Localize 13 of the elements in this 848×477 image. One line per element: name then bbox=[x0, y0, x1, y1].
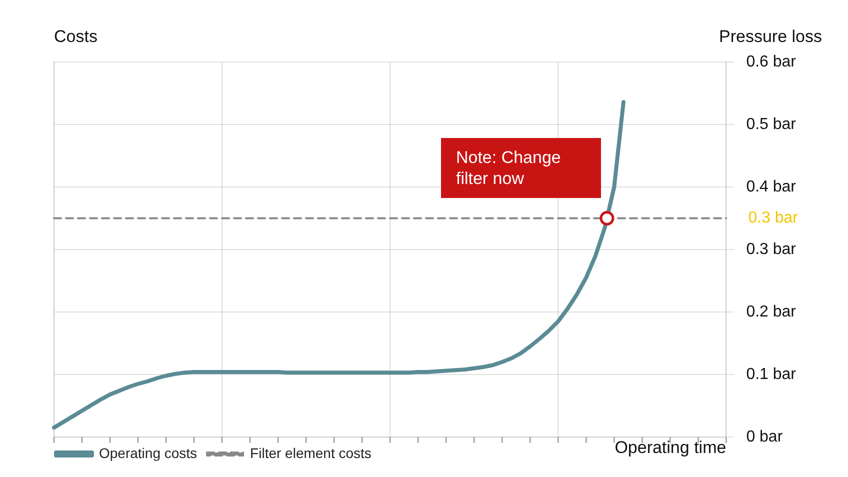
x-axis-title: Operating time bbox=[614, 438, 726, 457]
y-tick-label: 0.2 bar bbox=[746, 303, 797, 320]
y-tick-label: 0.4 bar bbox=[746, 178, 797, 196]
legend-label: Filter element costs bbox=[250, 444, 372, 461]
callout-box: Note: Change filter now bbox=[440, 138, 601, 198]
y-tick-label: 0 bar bbox=[746, 428, 784, 446]
legend-label: Operating costs bbox=[99, 444, 198, 461]
text: Costs bbox=[54, 27, 98, 46]
y-tick-label: 0.5 bar bbox=[746, 116, 797, 133]
y-tick-label: 0.3 bar bbox=[746, 240, 797, 258]
y-tick-label: 0.6 bar bbox=[746, 53, 797, 70]
y-tick-label: 0.1 bar bbox=[746, 366, 797, 383]
y-axis-title: Pressure loss bbox=[719, 27, 822, 46]
